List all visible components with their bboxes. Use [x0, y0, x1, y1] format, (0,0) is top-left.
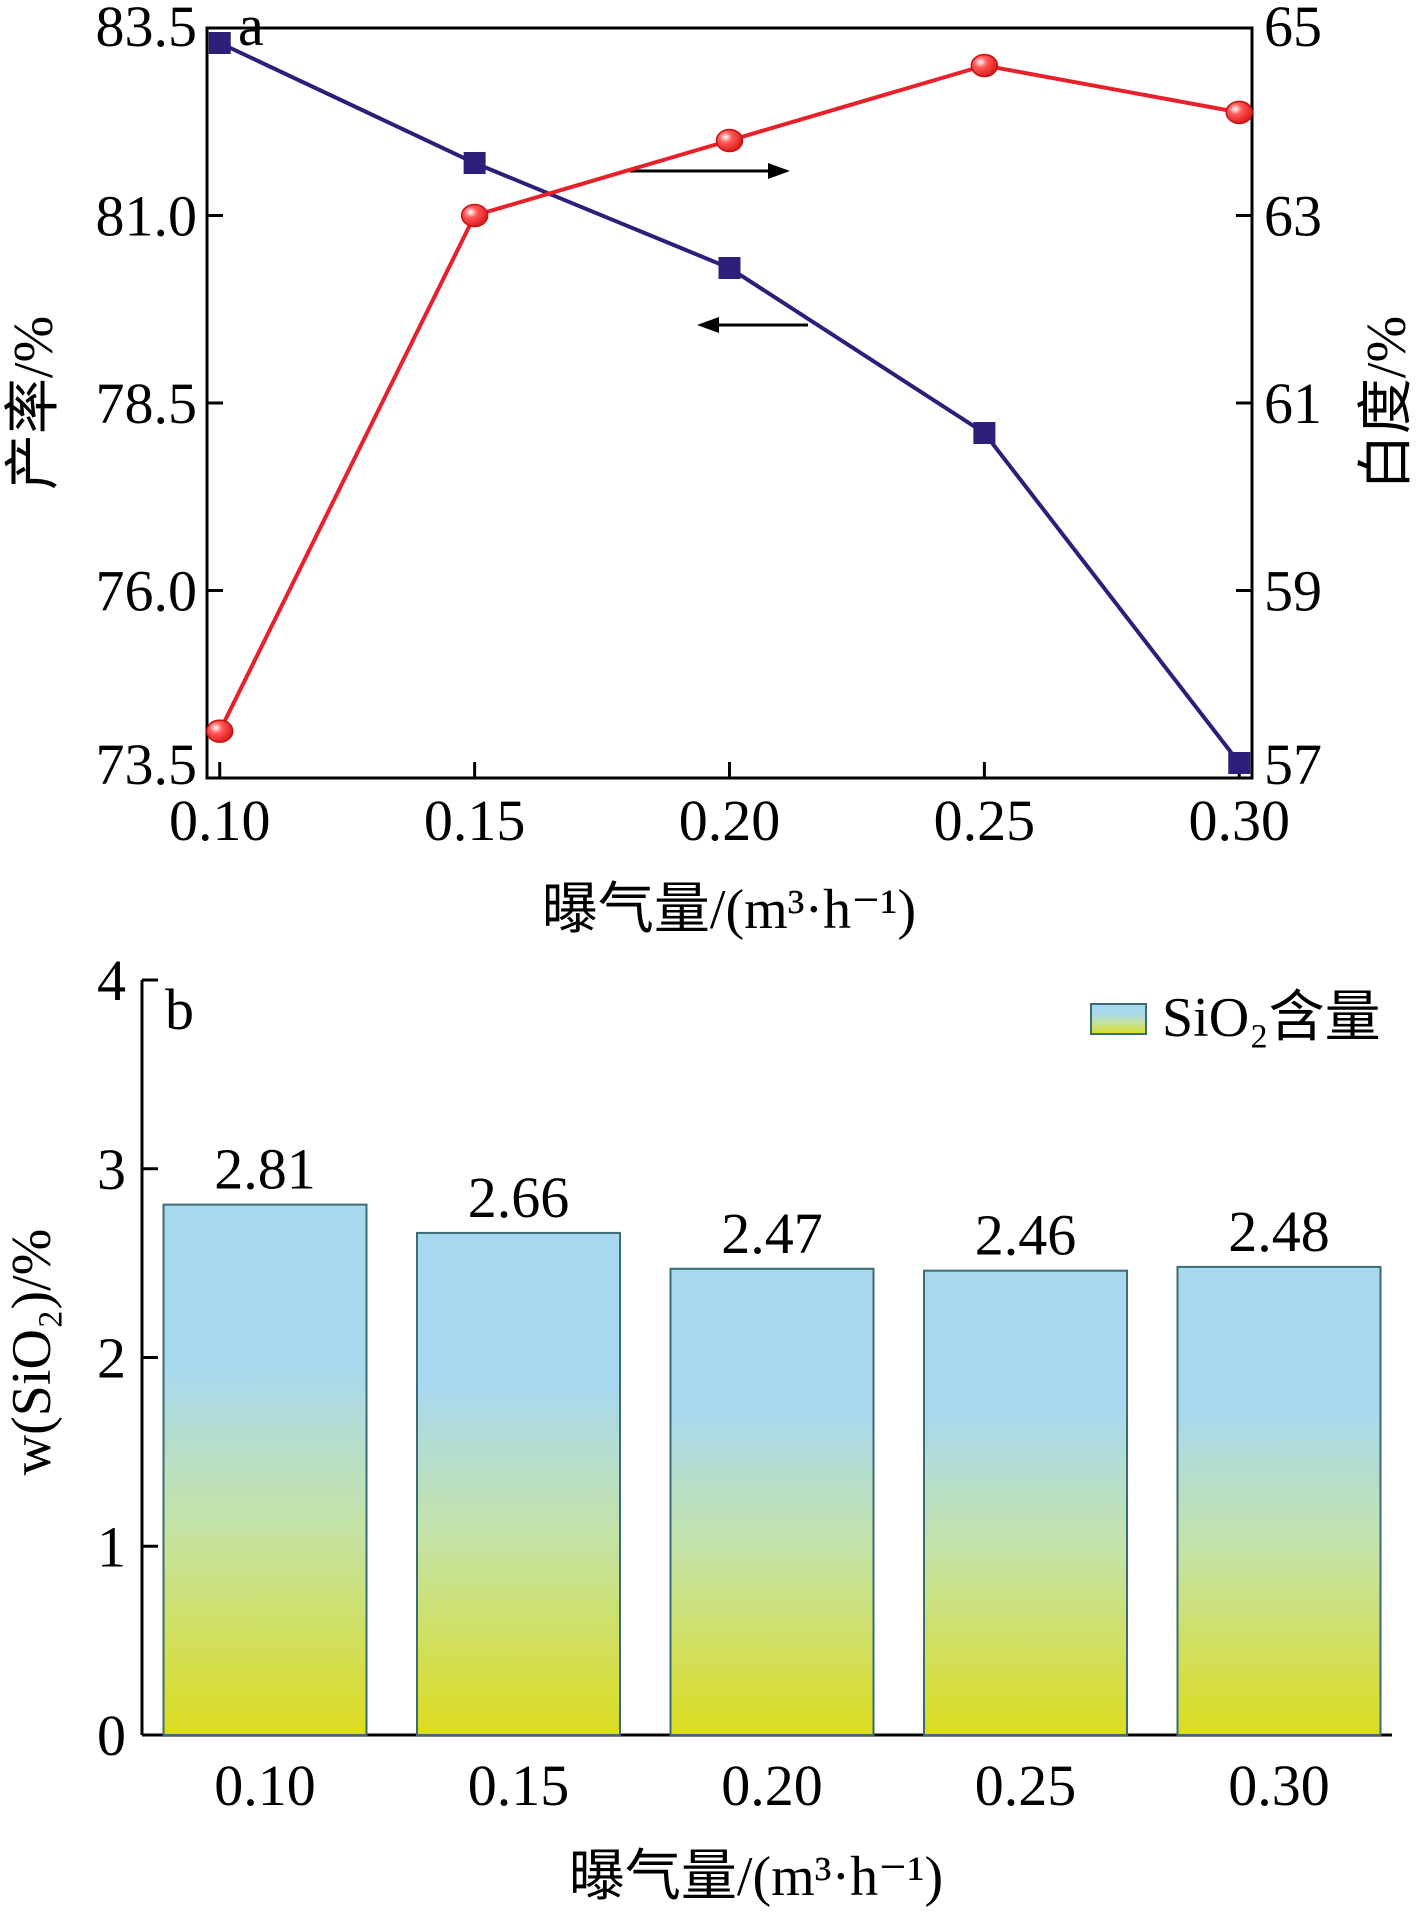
left-y-tick-label: 78.5 [96, 371, 198, 436]
bar [923, 1269, 1128, 1737]
bar-value-label: 2.47 [721, 1201, 823, 1266]
panel-a-x-tick-label: 0.30 [1189, 788, 1291, 853]
panel-a-x-tick-label: 0.25 [934, 788, 1036, 853]
panel-a-x-tick-label: 0.15 [424, 788, 526, 853]
legend: SiO₂含量 [1090, 987, 1381, 1049]
panel-b: b 0 1 2 3 4 2.81 0.10 2.66 0.15 2.47 0.20 2.46 0.25… [1, 948, 1392, 1908]
panel-b-letter: b [165, 977, 194, 1042]
bar-value-label: 2.81 [214, 1137, 316, 1202]
whiteness-point [715, 128, 744, 153]
right-y-tick-label: 57 [1264, 732, 1322, 797]
panel-b-y-axis-label: w(SiO₂)/% [1, 1229, 63, 1476]
arrow-right-to-whiteness-axis [630, 163, 790, 179]
panel-b-bars: 2.81 0.10 2.66 0.15 2.47 0.20 2.46 0.25 2.48 0.30 [162, 1137, 1382, 1818]
right-y-axis-label: 白度/% [1356, 316, 1417, 490]
panel-b-x-tick-label: 0.30 [1228, 1753, 1330, 1818]
right-y-tick-label: 59 [1264, 559, 1322, 624]
whiteness-series [205, 53, 1254, 743]
panel-b-y-tick-label: 1 [97, 1514, 126, 1579]
whiteness-point [970, 53, 999, 78]
panel-a-series [205, 32, 1254, 774]
legend-swatch [1090, 1003, 1147, 1035]
left-y-tick-label: 76.0 [96, 559, 198, 624]
panel-b-y-tick-label: 4 [97, 948, 126, 1013]
panel-b-x-tick-label: 0.15 [468, 1753, 570, 1818]
whiteness-line [217, 63, 1240, 733]
yield-point [718, 257, 741, 279]
bar-value-label: 2.46 [975, 1203, 1077, 1268]
left-y-tick-label: 83.5 [96, 0, 198, 59]
legend-label: SiO₂含量 [1162, 987, 1381, 1049]
yield-point [463, 152, 486, 174]
whiteness-point [460, 203, 489, 228]
bar-value-label: 2.66 [468, 1165, 570, 1230]
whiteness-point [1225, 100, 1254, 125]
arrow-left-to-yield-axis [697, 317, 808, 333]
panel-b-x-tick-label: 0.10 [214, 1753, 316, 1818]
panel-b-x-tick-label: 0.25 [975, 1753, 1077, 1818]
right-y-tick-label: 63 [1264, 184, 1322, 249]
left-y-tick-label: 81.0 [96, 184, 198, 249]
right-y-tick-label: 61 [1264, 371, 1322, 436]
panel-a-x-ticks: 0.10 0.15 0.20 0.25 0.30 [169, 762, 1290, 853]
bar [162, 1203, 368, 1737]
panel-a-x-axis-label: 曝气量/(m³·h⁻¹) [542, 879, 916, 941]
bar [416, 1231, 621, 1737]
whiteness-point [205, 719, 234, 743]
panel-b-y-ticks: 0 1 2 3 4 [97, 948, 158, 1768]
panel-a-x-tick-label: 0.10 [169, 788, 271, 853]
bar [1176, 1265, 1382, 1737]
panel-b-y-tick-label: 2 [97, 1326, 126, 1391]
left-y-tick-label: 73.5 [96, 732, 198, 797]
bar [669, 1267, 875, 1736]
panel-b-x-axis-label: 曝气量/(m³·h⁻¹) [569, 1846, 943, 1908]
left-y-ticks: 83.5 81.0 78.5 76.0 73.5 [96, 0, 223, 797]
left-y-axis-label: 产率/% [3, 316, 65, 490]
right-y-ticks: 65 63 61 59 57 [1236, 0, 1322, 797]
yield-point [208, 32, 231, 54]
panel-b-y-tick-label: 3 [97, 1137, 126, 1202]
panel-a-x-tick-label: 0.20 [679, 788, 781, 853]
yield-series [208, 32, 1251, 774]
yield-point [1228, 752, 1251, 774]
bar-value-label: 2.48 [1228, 1199, 1330, 1264]
yield-point [973, 422, 996, 444]
panel-b-x-tick-label: 0.20 [721, 1753, 823, 1818]
right-y-tick-label: 65 [1264, 0, 1322, 59]
panel-b-y-tick-label: 0 [97, 1703, 126, 1768]
